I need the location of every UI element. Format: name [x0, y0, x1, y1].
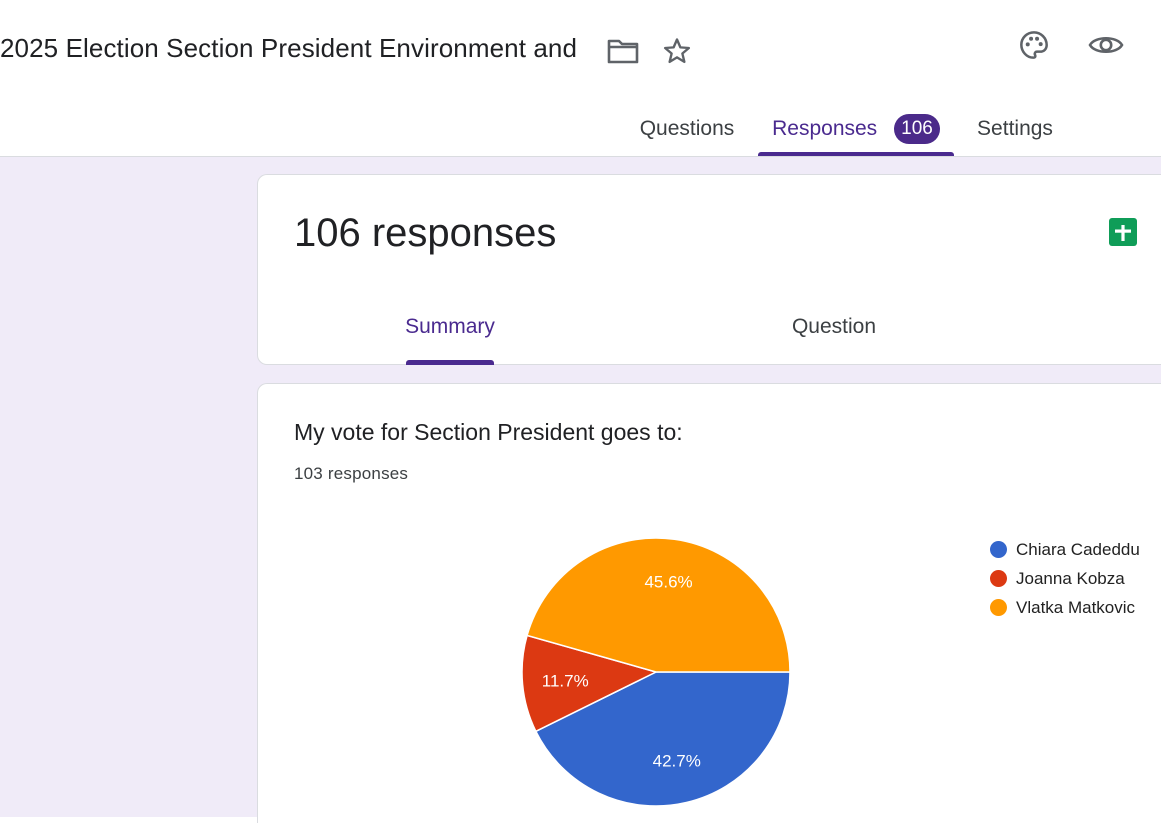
- pie-slice-chiara-cadeddu[interactable]: [534, 671, 791, 807]
- active-tab-indicator: [758, 152, 954, 156]
- responses-count-badge: 106: [894, 114, 940, 144]
- app-header: 2025 Election Section President Environm…: [0, 0, 1161, 156]
- legend-label: Joanna Kobza: [1016, 568, 1125, 588]
- subtab-summary[interactable]: Summary: [398, 303, 502, 351]
- responses-summary-card: 106 responses Summary Question: [257, 174, 1161, 365]
- pie-slice-vlatka-matkovic[interactable]: [526, 537, 791, 673]
- legend-swatch: [990, 570, 1007, 587]
- folder-icon[interactable]: [603, 33, 643, 69]
- subtab-question[interactable]: Question: [778, 303, 890, 351]
- legend-label: Chiara Cadeddu: [1016, 539, 1140, 559]
- header-divider: [0, 156, 1161, 157]
- tab-questions[interactable]: Questions: [622, 102, 752, 156]
- legend-swatch: [990, 541, 1007, 558]
- legend-item-vlatka-matkovic: Vlatka Matkovic: [990, 593, 1140, 622]
- chart-legend: Chiara Cadeddu Joanna Kobza Vlatka Matkovi…: [990, 535, 1140, 622]
- question-response-count: 103 responses: [294, 464, 409, 483]
- google-sheets-icon[interactable]: [1108, 217, 1138, 247]
- tab-settings-label: Settings: [977, 117, 1053, 140]
- legend-item-chiara-cadeddu: Chiara Cadeddu: [990, 535, 1140, 564]
- tab-responses[interactable]: Responses 106: [758, 102, 954, 156]
- responses-count-heading: 106 responses: [294, 211, 557, 255]
- legend-label: Vlatka Matkovic: [1016, 597, 1136, 617]
- question-title: My vote for Section President goes to:: [294, 419, 683, 445]
- subtab-summary-label: Summary: [405, 315, 495, 338]
- pie-slice-joanna-kobza[interactable]: [521, 634, 659, 733]
- tab-responses-label: Responses: [772, 117, 878, 140]
- active-subtab-indicator: [406, 360, 494, 365]
- question-summary-card: My vote for Section President goes to: 1…: [257, 383, 1161, 823]
- form-tabs: Questions Responses 106 Settings: [0, 102, 1161, 156]
- eye-icon[interactable]: [1083, 24, 1129, 66]
- pie-label-joanna-kobza: 11.7%: [542, 671, 589, 690]
- form-title[interactable]: 2025 Election Section President Environm…: [0, 33, 578, 63]
- tab-questions-label: Questions: [639, 117, 735, 140]
- legend-swatch: [990, 599, 1007, 616]
- pie-label-vlatka-matkovic: 45.6%: [644, 573, 692, 592]
- tab-settings[interactable]: Settings: [962, 102, 1068, 156]
- legend-item-joanna-kobza: Joanna Kobza: [990, 564, 1140, 593]
- pie-chart: 42.7% 11.7% 45.6%: [521, 537, 791, 807]
- subtab-question-label: Question: [791, 315, 877, 338]
- pie-label-chiara-cadeddu: 42.7%: [653, 752, 701, 771]
- palette-icon[interactable]: [1013, 24, 1055, 66]
- star-icon[interactable]: [657, 31, 697, 71]
